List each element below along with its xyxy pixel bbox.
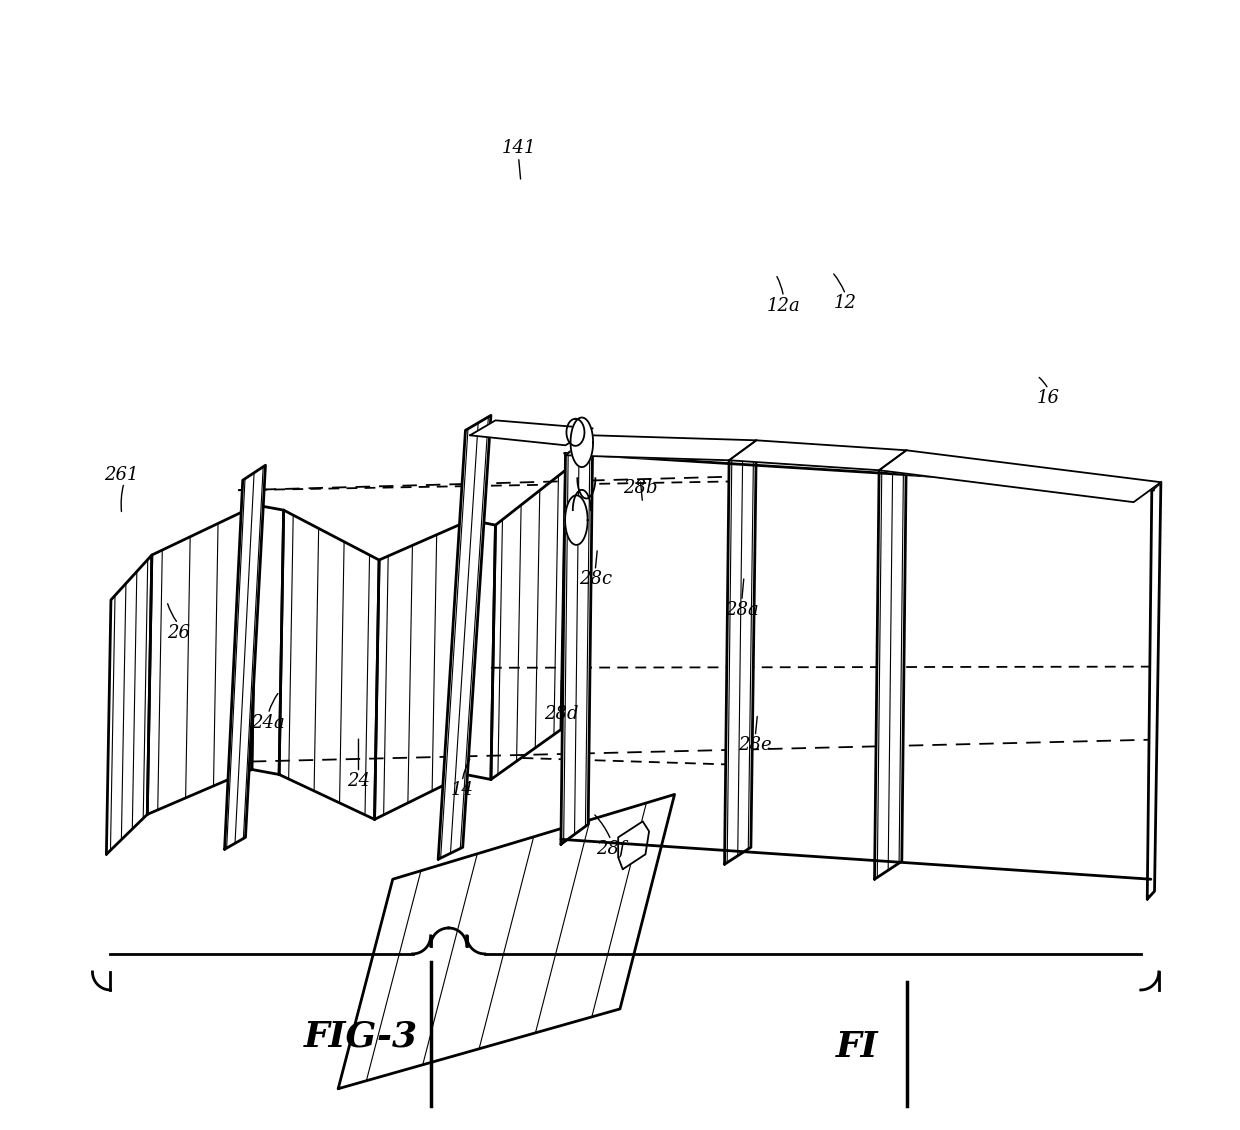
Text: 28b: 28b <box>622 479 657 497</box>
Polygon shape <box>879 450 1161 502</box>
Text: 141: 141 <box>501 139 536 157</box>
Text: 24a: 24a <box>252 714 285 732</box>
Polygon shape <box>491 470 565 780</box>
Polygon shape <box>470 420 593 445</box>
Text: 14: 14 <box>450 782 474 799</box>
Text: 28c: 28c <box>579 570 611 588</box>
Text: 16: 16 <box>1037 389 1060 407</box>
Text: 261: 261 <box>104 466 139 484</box>
Polygon shape <box>279 510 379 819</box>
Text: 28a: 28a <box>725 601 759 619</box>
Text: 28f: 28f <box>596 840 626 858</box>
Polygon shape <box>565 435 756 460</box>
Polygon shape <box>570 417 593 467</box>
Polygon shape <box>224 466 265 850</box>
Polygon shape <box>374 520 470 819</box>
Polygon shape <box>560 435 593 844</box>
Text: 28d: 28d <box>544 705 579 723</box>
Text: 12a: 12a <box>766 297 800 315</box>
Text: 28e: 28e <box>739 737 773 755</box>
Polygon shape <box>874 450 906 879</box>
Polygon shape <box>438 416 491 859</box>
Text: 12: 12 <box>835 295 857 313</box>
Polygon shape <box>619 822 649 869</box>
Polygon shape <box>1147 483 1161 899</box>
Text: 26: 26 <box>166 624 190 642</box>
Polygon shape <box>252 505 284 774</box>
Polygon shape <box>729 441 906 470</box>
Polygon shape <box>565 495 588 545</box>
Text: FIG-3: FIG-3 <box>304 1019 418 1053</box>
Polygon shape <box>148 505 257 815</box>
Polygon shape <box>465 520 496 780</box>
Polygon shape <box>724 441 756 864</box>
Polygon shape <box>107 555 151 854</box>
Polygon shape <box>339 794 675 1088</box>
Text: 24: 24 <box>347 773 370 790</box>
Text: FI: FI <box>836 1031 878 1064</box>
